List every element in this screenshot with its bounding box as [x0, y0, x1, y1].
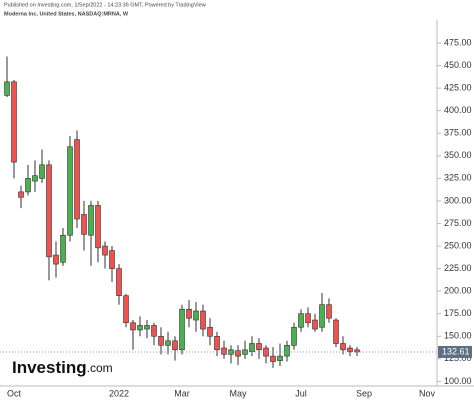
candle-body [137, 325, 143, 331]
candle-body [53, 254, 59, 265]
candle-body [263, 347, 269, 357]
y-tick-label: 150.00 [444, 331, 472, 341]
candle-body [25, 178, 31, 193]
candle-body [179, 308, 185, 351]
candle-body [123, 295, 129, 324]
logo: Investing.com [12, 358, 113, 377]
source-note: Published on Investing.com, 1/Sep/2022 -… [4, 2, 206, 8]
chart-title: Moderna Inc, United States, NASDAQ:MRNA,… [4, 11, 129, 17]
candle-body [46, 164, 52, 258]
candle-body [144, 325, 150, 330]
y-tick-label: 225.00 [444, 263, 472, 273]
candle-body [186, 308, 192, 319]
candle-body [207, 326, 213, 337]
y-tick-label: 300.00 [444, 195, 472, 205]
candle-body [326, 304, 332, 319]
y-tick-label: 275.00 [444, 218, 472, 228]
candle-body [347, 347, 353, 352]
candle-body [18, 191, 24, 198]
last-price-box [438, 345, 472, 358]
logo-suffix: .com [87, 361, 113, 375]
candle-body [39, 164, 45, 179]
candle-body [333, 319, 339, 344]
candle-body [32, 175, 38, 182]
x-tick-label: Nov [419, 388, 436, 398]
y-tick-label: 250.00 [444, 240, 472, 250]
x-tick-label: Sep [356, 388, 372, 398]
candle-body [74, 139, 80, 220]
candle-body [256, 343, 262, 351]
candle-body [116, 268, 122, 296]
y-tick-label: 400.00 [444, 105, 472, 115]
candle-body [172, 340, 178, 351]
candle-body [305, 313, 311, 324]
candle-body [158, 335, 164, 346]
y-tick-label: 100.00 [444, 376, 472, 386]
candle-body [151, 325, 157, 337]
candle-body [221, 347, 227, 355]
x-tick-label: 2022 [109, 388, 129, 398]
y-tick-label: 375.00 [444, 128, 472, 138]
candle-body [277, 355, 283, 361]
x-tick-label: Jul [295, 388, 307, 398]
candle-body [193, 310, 199, 321]
candle-body [81, 214, 87, 235]
candle-body [165, 340, 171, 346]
candle-body [67, 146, 73, 236]
candle-body [60, 234, 66, 263]
logo-name: Investing [12, 358, 87, 377]
candle-body [88, 205, 94, 236]
candle-body [284, 344, 290, 357]
candle-body [242, 349, 248, 355]
candle-body [11, 81, 17, 163]
candle-body [235, 350, 241, 357]
y-tick-label: 125.00 [444, 353, 472, 363]
y-tick-label: 325.00 [444, 173, 472, 183]
candle-body [312, 319, 318, 330]
x-tick-label: Oct [7, 388, 22, 398]
candle-body [4, 81, 10, 96]
y-tick-label: 175.00 [444, 308, 472, 318]
last-price-label: 132.61 [442, 346, 470, 356]
y-tick-label: 350.00 [444, 150, 472, 160]
candle-body [270, 355, 276, 362]
y-tick-label: 425.00 [444, 83, 472, 93]
candle-body [319, 304, 325, 328]
candle-body [214, 335, 220, 351]
candle-body [249, 343, 255, 352]
candle-body [340, 343, 346, 351]
x-tick-label: Mar [174, 388, 190, 398]
candle-body [102, 245, 108, 256]
x-tick-label: May [229, 388, 247, 398]
candle-body [95, 205, 101, 249]
candle-body [291, 326, 297, 346]
candle-body [298, 313, 304, 328]
y-tick-label: 475.00 [444, 37, 472, 47]
y-tick-label: 200.00 [444, 286, 472, 296]
candle-body [200, 310, 206, 330]
candle-body [130, 322, 136, 331]
y-tick-label: 450.00 [444, 60, 472, 70]
candle-body [109, 250, 115, 269]
